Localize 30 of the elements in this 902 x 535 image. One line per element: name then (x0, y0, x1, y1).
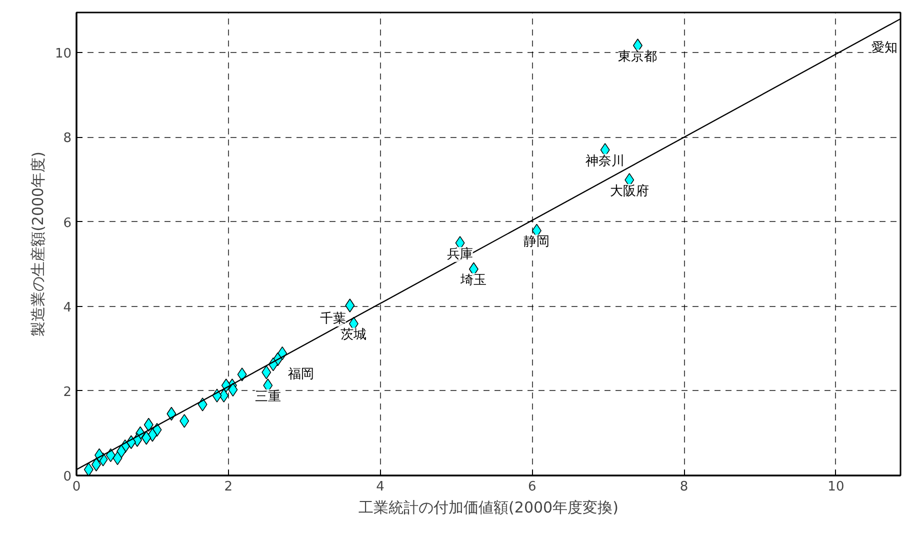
x-tick-label: 10 (828, 480, 844, 494)
y-tick-label: 2 (63, 384, 72, 400)
annotation: 大阪府 (610, 182, 649, 199)
annotation: 三重 (254, 389, 281, 404)
point (180, 414, 190, 428)
annotation: 茨城 (340, 328, 367, 343)
y-axis-title: 製造業の生産額(2000年度) (28, 152, 47, 336)
x-tick-label: 4 (376, 480, 384, 494)
annotation: 愛知 (872, 40, 898, 56)
x-tick-label: 2 (224, 480, 233, 494)
x-tick-label: 8 (680, 480, 688, 494)
point (84, 462, 94, 476)
x-axis-title: 工業統計の付加価値額(2000年度変換) (358, 498, 618, 516)
point (148, 428, 158, 442)
annotation: 兵庫 (447, 246, 474, 262)
y-tick-label: 8 (63, 131, 72, 146)
annotation: 埼玉 (460, 273, 487, 288)
y-tick-label: 10 (54, 46, 72, 62)
y-tick-label: 6 (63, 216, 72, 231)
annotation: 福岡 (288, 367, 314, 382)
point (237, 368, 247, 382)
annotation: 東京都 (618, 49, 658, 64)
point (345, 298, 355, 312)
point (219, 388, 229, 402)
annotation: 静岡 (524, 234, 550, 250)
annotation: 千葉 (320, 312, 346, 327)
x-tick-label: 6 (528, 480, 536, 494)
y-tick-label: 0 (63, 470, 72, 484)
annotation: 神奈川 (586, 154, 625, 169)
y-tick-label: 4 (63, 300, 72, 316)
